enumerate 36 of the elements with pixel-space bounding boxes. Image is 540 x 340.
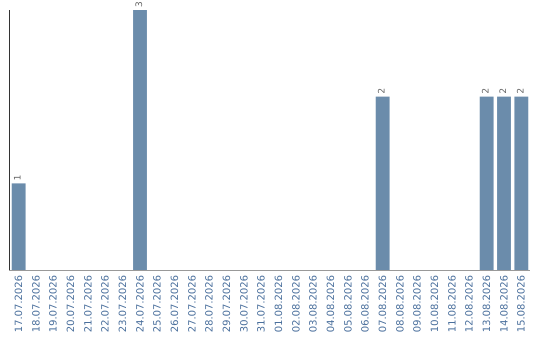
- x-tick-label: 08.08.2026: [395, 275, 406, 332]
- x-tick-label: 03.08.2026: [308, 275, 320, 332]
- data-label: 2: [378, 88, 388, 94]
- x-tick-label: 15.08.2026: [516, 275, 528, 332]
- x-tick-label: 06.08.2026: [360, 275, 372, 332]
- x-tick-label: 01.08.2026: [274, 275, 285, 332]
- data-label: 1: [14, 174, 24, 180]
- x-tick-label: 07.08.2026: [378, 275, 389, 332]
- x-tick-label: 14.08.2026: [499, 275, 510, 332]
- x-tick-label: 19.07.2026: [48, 275, 60, 332]
- x-tick-label: 04.08.2026: [326, 275, 337, 332]
- data-label: 2: [499, 88, 509, 94]
- x-tick-label: 24.07.2026: [135, 275, 146, 332]
- x-tick-label: 30.07.2026: [239, 275, 250, 332]
- data-label: 2: [516, 88, 526, 94]
- x-tick-label: 13.08.2026: [482, 275, 493, 332]
- x-tick-label: 05.08.2026: [343, 275, 354, 332]
- data-label: 3: [135, 1, 145, 7]
- x-tick-label: 22.07.2026: [100, 275, 112, 332]
- x-tick-label: 21.07.2026: [83, 275, 94, 332]
- x-tick-label: 18.07.2026: [31, 275, 42, 332]
- x-tick-label: 27.07.2026: [187, 275, 198, 332]
- x-tick-label: 29.07.2026: [222, 275, 233, 332]
- x-tick-label: 02.08.2026: [291, 275, 302, 332]
- x-tick-label: 26.07.2026: [170, 275, 181, 332]
- x-tick-label: 31.07.2026: [256, 275, 268, 332]
- x-tick-label: 10.08.2026: [430, 275, 441, 332]
- data-label: 2: [482, 88, 492, 94]
- x-tick-label: 11.08.2026: [447, 275, 458, 332]
- x-tick-label: 23.07.2026: [118, 275, 129, 332]
- x-tick-label: 17.07.2026: [14, 275, 25, 332]
- x-tick-label: 12.08.2026: [464, 275, 476, 332]
- x-tick-label: 09.08.2026: [412, 275, 424, 332]
- x-tick-label: 28.07.2026: [204, 275, 216, 332]
- x-tick-label: 25.07.2026: [152, 275, 164, 332]
- x-tick-label: 20.07.2026: [66, 275, 77, 332]
